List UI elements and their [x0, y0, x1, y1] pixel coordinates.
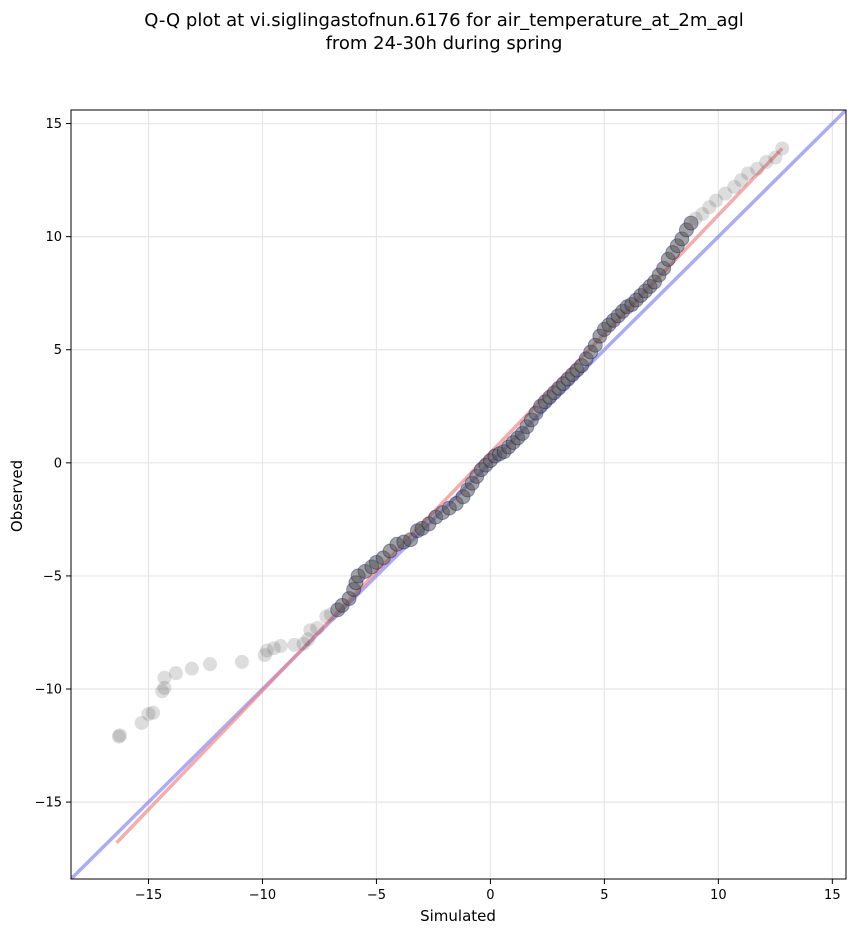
- data-point: [740, 166, 755, 181]
- x-tick-label: 10: [710, 888, 727, 903]
- data-point: [296, 636, 311, 651]
- axis-ticks: −15 −10 −5 0 5 10 15 −15 −10 −5 0 5 10 15: [35, 117, 841, 903]
- data-point: [310, 620, 325, 635]
- data-point: [718, 186, 733, 201]
- data-point: [155, 684, 170, 699]
- data-point: [157, 680, 172, 695]
- x-tick-label: −15: [135, 888, 162, 903]
- y-tick-label: −5: [43, 569, 62, 584]
- data-point: [759, 155, 774, 170]
- x-tick-label: 5: [600, 888, 608, 903]
- data-point: [688, 211, 703, 226]
- data-point: [146, 705, 161, 720]
- data-point: [273, 639, 288, 654]
- chart-title-line-1: Q-Q plot at vi.siglingastofnun.6176 for …: [144, 10, 744, 31]
- plot-area-frame: [70, 109, 847, 880]
- data-point: [157, 670, 172, 685]
- data-points: [111, 141, 790, 744]
- data-point: [266, 641, 281, 656]
- data-point: [203, 657, 218, 672]
- x-tick-label: −5: [367, 888, 386, 903]
- data-point: [234, 654, 249, 669]
- data-point: [702, 200, 717, 215]
- data-point: [709, 193, 724, 208]
- y-tick-label: −10: [35, 683, 62, 698]
- data-point: [695, 207, 710, 222]
- x-tick-label: 0: [486, 888, 494, 903]
- data-point: [257, 648, 272, 663]
- data-point: [260, 643, 275, 658]
- data-point: [111, 729, 126, 744]
- data-point: [184, 661, 199, 676]
- chart-title-line-2: from 24-30h during spring: [326, 33, 563, 54]
- data-point: [750, 161, 765, 176]
- data-point: [683, 215, 699, 231]
- data-point: [141, 706, 156, 721]
- data-point: [768, 150, 783, 165]
- data-point: [303, 623, 318, 638]
- x-tick-label: 15: [824, 888, 841, 903]
- x-axis-label: Simulated: [420, 907, 496, 925]
- data-point: [301, 632, 316, 647]
- y-tick-label: 5: [54, 343, 62, 358]
- fit-line: [115, 147, 784, 845]
- data-point: [113, 728, 128, 743]
- data-point: [775, 141, 790, 156]
- y-axis-label: Observed: [8, 460, 26, 532]
- data-point: [319, 609, 334, 624]
- data-point: [734, 173, 749, 188]
- data-point: [134, 715, 149, 730]
- y-tick-label: 10: [45, 230, 62, 245]
- y-tick-label: 15: [45, 117, 62, 132]
- data-point: [168, 666, 183, 681]
- y-tick-label: −15: [35, 796, 62, 811]
- data-point: [727, 179, 742, 194]
- x-tick-label: −10: [249, 888, 276, 903]
- data-point: [287, 637, 302, 652]
- y-tick-label: 0: [54, 456, 62, 471]
